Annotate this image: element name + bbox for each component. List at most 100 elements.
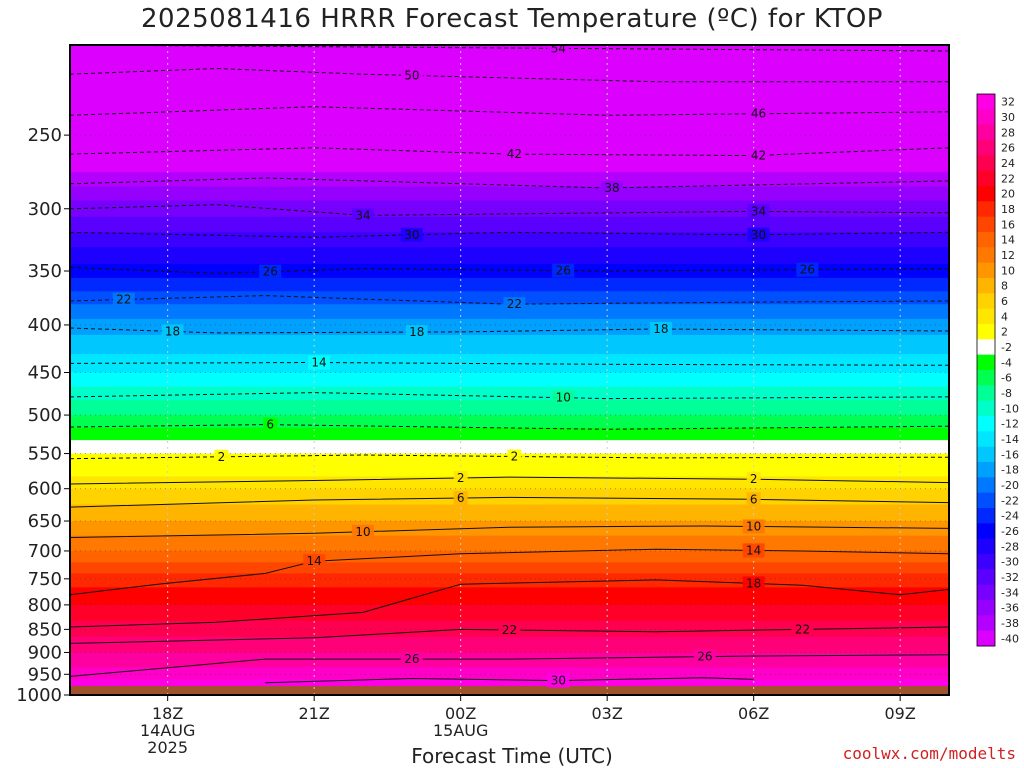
temperature-band [70, 282, 949, 286]
temperature-band [70, 125, 949, 130]
temperature-band [70, 388, 949, 391]
contour-label: 14 [307, 554, 322, 568]
y-tick-label: 900 [28, 642, 62, 663]
contour-line [70, 548, 949, 596]
temperature-band [70, 467, 949, 470]
temperature-band [70, 616, 949, 619]
temperature-band [70, 490, 949, 492]
x-tick-label: 2025 [147, 738, 188, 757]
contour-label: 18 [165, 324, 180, 338]
temperature-band [70, 492, 949, 495]
temperature-band [70, 244, 949, 248]
contour-line [70, 525, 949, 538]
temperature-band [70, 332, 949, 336]
temperature-band [70, 648, 949, 651]
temperature-band [70, 522, 949, 525]
temperature-band [70, 663, 949, 666]
temperature-band [70, 390, 949, 393]
temperature-band [70, 443, 949, 446]
contour-label-bg [747, 204, 770, 219]
contour-label-bg [507, 449, 522, 464]
colorbar-cell [977, 278, 995, 294]
temperature-band [70, 580, 949, 583]
contour-label-bg [453, 491, 468, 506]
temperature-band [70, 495, 949, 498]
temperature-band [70, 247, 949, 251]
colorbar-cell [977, 477, 995, 494]
temperature-band [70, 444, 949, 447]
temperature-band [70, 605, 949, 608]
temperature-band [70, 570, 949, 572]
temperature-band [70, 381, 949, 384]
y-tick-label: 600 [28, 479, 62, 500]
temperature-band [70, 318, 949, 322]
temperature-band [70, 541, 949, 544]
temperature-band [70, 475, 949, 477]
colorbar-cell [977, 232, 995, 248]
temperature-band [70, 401, 949, 405]
temperature-band [70, 519, 949, 522]
temperature-band [70, 396, 949, 400]
temperature-band [70, 481, 949, 484]
temperature-band [70, 424, 949, 427]
colorbar-tick-label: -2 [1001, 341, 1012, 354]
temperature-band [70, 553, 949, 555]
temperature-band [70, 555, 949, 558]
contour-line [70, 147, 949, 157]
temperature-band [70, 576, 949, 579]
temperature-band [70, 357, 949, 361]
temperature-band [70, 643, 949, 645]
contour-label: 26 [404, 652, 419, 666]
colorbar-cell [977, 385, 995, 402]
colorbar-cell [977, 569, 995, 586]
temperature-band [70, 237, 949, 241]
contour-label-bg [791, 622, 814, 637]
temperature-band [70, 538, 949, 540]
colorbar-tick-label: -16 [1001, 448, 1019, 461]
temperature-band [70, 372, 949, 375]
contour-label-bg [747, 148, 770, 163]
temperature-band [70, 291, 949, 295]
temperature-band [70, 602, 949, 605]
temperature-band [70, 172, 949, 176]
contour-label-bg [400, 652, 423, 667]
contour-label: 26 [556, 264, 571, 278]
y-tick-label: 800 [28, 595, 62, 616]
contour-line [70, 496, 949, 508]
colorbar-tick-label: -18 [1001, 464, 1019, 477]
temperature-band [70, 655, 949, 657]
temperature-band [70, 662, 949, 664]
temperature-band [70, 94, 949, 99]
temperature-band [70, 603, 949, 606]
contour-label-bg [112, 292, 135, 307]
x-tick-label: 03Z [592, 704, 623, 723]
contour-label: 6 [457, 491, 465, 505]
colorbar-cell [977, 186, 995, 202]
temperature-band [70, 505, 949, 508]
temperature-band [70, 564, 949, 567]
temperature-band [70, 418, 949, 421]
temperature-band [70, 609, 949, 612]
temperature-band [70, 374, 949, 377]
temperature-band [70, 128, 949, 133]
temperature-band [70, 548, 949, 551]
colorbar-tick-label: 28 [1001, 126, 1015, 139]
temperature-band [70, 472, 949, 475]
temperature-band [70, 684, 949, 686]
temperature-band [70, 286, 949, 290]
temperature-band [70, 76, 949, 81]
contour-label-bg [161, 324, 184, 339]
temperature-band [70, 342, 949, 346]
contour-label: 2 [750, 472, 758, 486]
temperature-band [70, 498, 949, 500]
temperature-band [70, 480, 949, 483]
contour-line [70, 361, 949, 366]
contour-label: 14 [746, 543, 761, 557]
temperature-band [70, 660, 949, 662]
colorbar-tick-label: -24 [1001, 510, 1019, 523]
contour-line [70, 476, 949, 485]
y-tick-label: 650 [28, 511, 62, 532]
temperature-band [70, 664, 949, 667]
temperature-band [70, 180, 949, 185]
contour-label: 42 [507, 147, 522, 161]
